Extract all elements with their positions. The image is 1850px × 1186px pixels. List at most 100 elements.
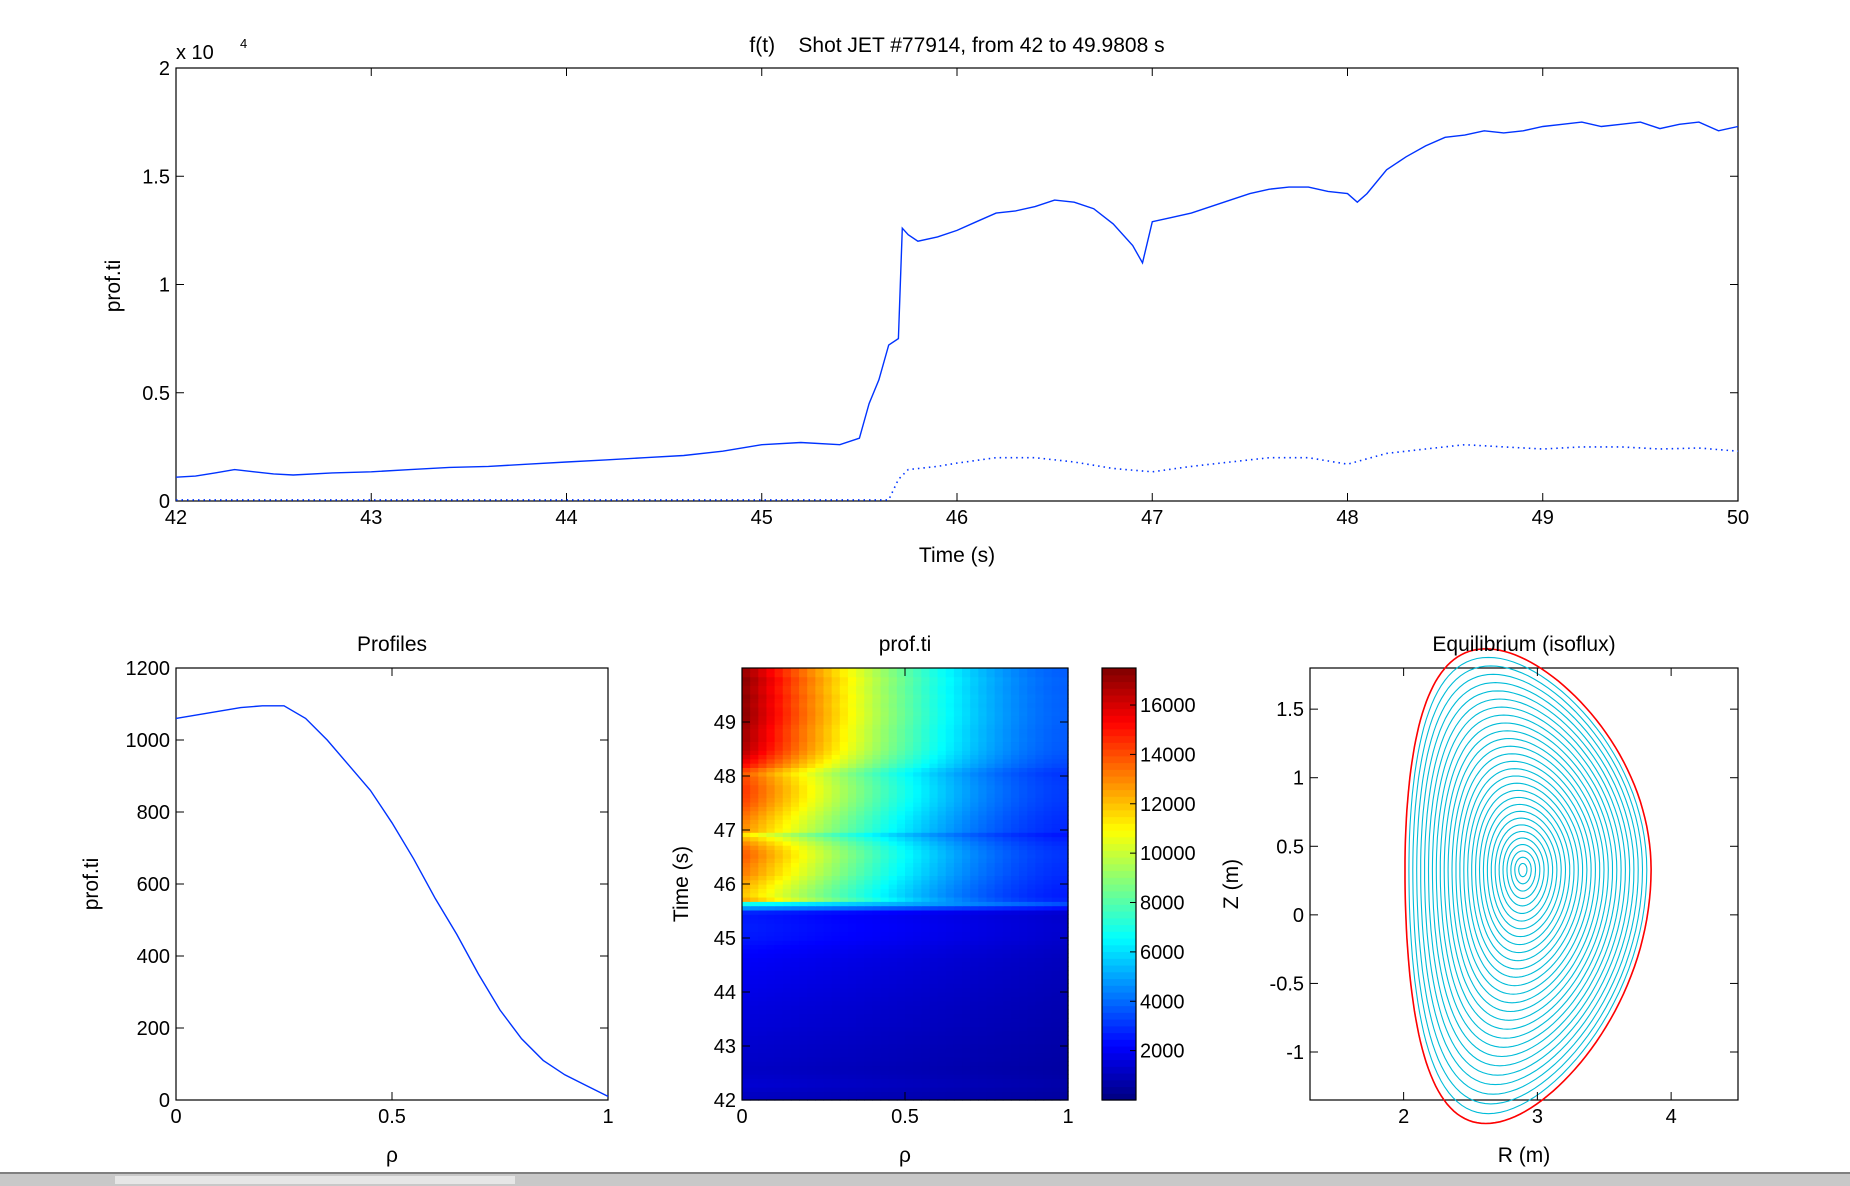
heatmap-cell <box>962 685 971 691</box>
bottom-scrollbar[interactable] <box>0 1172 1850 1186</box>
heatmap-cell <box>1035 698 1045 704</box>
heatmap-cell <box>847 940 857 946</box>
heatmap-cell <box>823 1030 833 1036</box>
heatmap-cell <box>921 1048 931 1054</box>
heatmap-cell <box>921 1022 931 1028</box>
heatmap-cell <box>766 1052 776 1058</box>
heatmap-cell <box>807 992 816 997</box>
heatmap-cell <box>758 1009 768 1015</box>
heatmap-cell <box>790 827 800 833</box>
heatmap-cell <box>742 1087 751 1092</box>
equilibrium-xtick-label: 2 <box>1398 1106 1409 1128</box>
heatmap-cell <box>921 810 931 816</box>
heatmap-cell <box>742 970 751 976</box>
heatmap-cell <box>962 1078 971 1084</box>
heatmap-cell <box>945 698 955 704</box>
heatmap-cell <box>937 879 947 885</box>
colorbar-segment <box>1102 735 1136 743</box>
heatmap-cell <box>774 840 784 846</box>
heatmap-cell <box>1002 689 1012 695</box>
heatmap-cell <box>1010 814 1020 820</box>
heatmap-cell <box>945 918 955 924</box>
heatmap-cell <box>1035 862 1045 868</box>
heatmap-cell <box>1027 1009 1036 1015</box>
heatmap-cell <box>1059 948 1069 954</box>
heatmap-cell <box>1010 974 1020 980</box>
heatmap-cell <box>758 1052 768 1058</box>
heatmap-cell <box>807 810 816 816</box>
heatmap-cell <box>945 1022 955 1028</box>
scrollbar-thumb[interactable] <box>115 1176 515 1184</box>
heatmap-cell <box>962 784 971 790</box>
heatmap-cell <box>774 940 784 946</box>
heatmap-cell <box>1059 1004 1069 1010</box>
heatmap-cell <box>1019 737 1028 743</box>
heatmap-cell <box>847 715 857 721</box>
heatmap-cell <box>831 931 841 937</box>
heatmap-cell <box>1043 706 1053 712</box>
heatmap-cell <box>831 1078 841 1084</box>
heatmap-cell <box>913 719 922 725</box>
heatmap-cell <box>847 853 857 859</box>
heatmap-cell <box>994 737 1004 743</box>
heatmap-cell <box>823 884 833 889</box>
heatmap-cell <box>929 905 939 911</box>
heatmap-cell <box>1043 957 1053 963</box>
heatmap-cell <box>758 1074 768 1079</box>
isoflux-contour <box>1498 830 1549 914</box>
heatmap-cell <box>962 1095 971 1101</box>
heatmap-cell <box>774 1004 784 1010</box>
heatmap-cell <box>807 935 816 941</box>
heatmap-cell <box>1002 992 1012 997</box>
heatmap-cell <box>1059 676 1069 682</box>
heatmap-cell <box>913 780 922 786</box>
heatmap-cell <box>913 672 922 678</box>
heatmap-cell <box>782 810 792 816</box>
heatmap-cell <box>864 944 873 950</box>
heatmap-cell <box>1027 875 1036 881</box>
heatmap-cell <box>1051 987 1061 993</box>
heatmap-cell <box>799 836 808 842</box>
heatmap-cell <box>750 1087 759 1092</box>
heatmap-cell <box>945 996 955 1002</box>
heatmap-cell <box>742 1052 751 1058</box>
heatmap-cell <box>1043 944 1053 950</box>
heatmap-cell <box>742 879 751 885</box>
heatmap-cell <box>913 827 922 833</box>
heatmap-cell <box>929 706 939 712</box>
heatmap-cell <box>799 957 808 963</box>
heatmap-cell <box>929 836 939 842</box>
heatmap-cell <box>905 819 914 825</box>
heatmap-cell <box>774 845 784 851</box>
heatmap-cell <box>994 693 1004 699</box>
heatmap-cell <box>896 827 906 833</box>
colorbar-segment <box>1102 897 1136 905</box>
heatmap-cell <box>962 711 971 717</box>
heatmap-cell <box>1043 1078 1053 1084</box>
heatmap-cell <box>839 1009 849 1015</box>
heatmap-cell <box>831 1043 841 1049</box>
heatmap-cell <box>823 1043 833 1049</box>
heatmap-cell <box>1010 693 1020 699</box>
heatmap-cell <box>758 845 768 851</box>
heatmap-cell <box>1059 914 1069 920</box>
heatmap-cell <box>929 840 939 846</box>
heatmap-cell <box>750 862 759 868</box>
heatmap-cell <box>1010 866 1020 872</box>
heatmap-cell <box>929 741 939 747</box>
heatmap-cell <box>953 966 963 971</box>
heatmap-cell <box>1035 987 1045 993</box>
heatmap-cell <box>839 728 849 734</box>
heatmap-cell <box>970 987 979 993</box>
heatmap-cell <box>790 806 800 812</box>
heatmap-cell <box>807 1052 816 1058</box>
heatmap-cell <box>945 966 955 971</box>
heatmap-cell <box>1027 879 1036 885</box>
heatmap-cell <box>1010 1013 1020 1019</box>
heatmap-cell <box>913 1074 922 1079</box>
heatmap-cell <box>766 888 776 894</box>
heatmap-cell <box>994 732 1004 738</box>
heatmap-cell <box>945 1009 955 1015</box>
heatmap-cell <box>758 698 768 704</box>
heatmap-cell <box>962 1000 971 1006</box>
